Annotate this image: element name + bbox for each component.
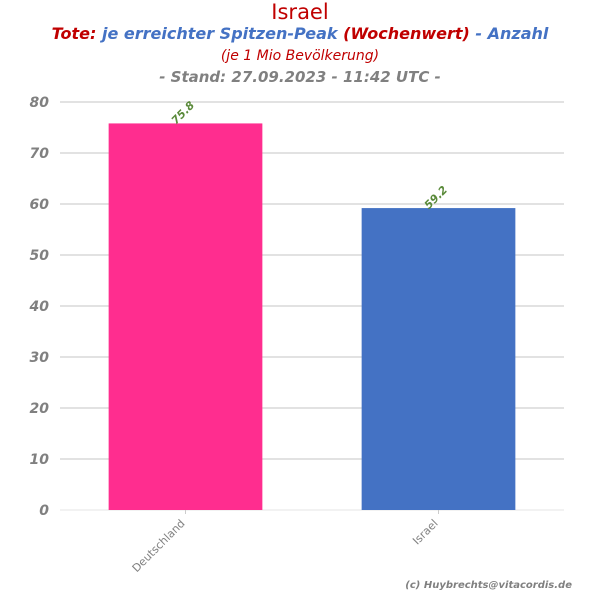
bar-layer — [108, 123, 516, 511]
x-tick-label: Deutschland — [130, 517, 188, 575]
bar-deutschland — [108, 123, 263, 511]
y-tick-label: 70 — [30, 146, 50, 162]
y-tick-label: 40 — [29, 299, 50, 315]
subtitle-peak: je erreichter Spitzen-Peak — [101, 24, 338, 43]
subtitle-tote: Tote: — [51, 24, 97, 43]
y-tick-label: 30 — [30, 350, 50, 366]
subtitle-wochenwert: (Wochenwert) — [343, 24, 470, 43]
x-tick-label: Israel — [410, 517, 440, 547]
copyright-credit: (c) Huybrechts@vitacordis.de — [405, 580, 572, 591]
chart-timestamp: - Stand: 27.09.2023 - 11:42 UTC - — [159, 68, 441, 86]
bar-value-label: 59.2 — [422, 183, 451, 212]
y-tick-label: 0 — [39, 503, 49, 519]
chart-subtitle: Tote: je erreichter Spitzen-Peak (Wochen… — [0, 24, 600, 44]
y-tick-label: 60 — [30, 197, 50, 213]
bar-israel — [361, 208, 516, 510]
y-tick-label: 50 — [30, 248, 50, 264]
subtitle-anzahl: - Anzahl — [475, 24, 549, 43]
chart-title: Israel — [271, 0, 329, 24]
y-tick-label: 80 — [30, 95, 50, 111]
y-tick-label: 10 — [30, 452, 50, 468]
chart-unit: (je 1 Mio Bevölkerung) — [220, 48, 380, 64]
y-tick-label: 20 — [30, 401, 50, 417]
bar-value-label: 75.8 — [169, 99, 198, 128]
